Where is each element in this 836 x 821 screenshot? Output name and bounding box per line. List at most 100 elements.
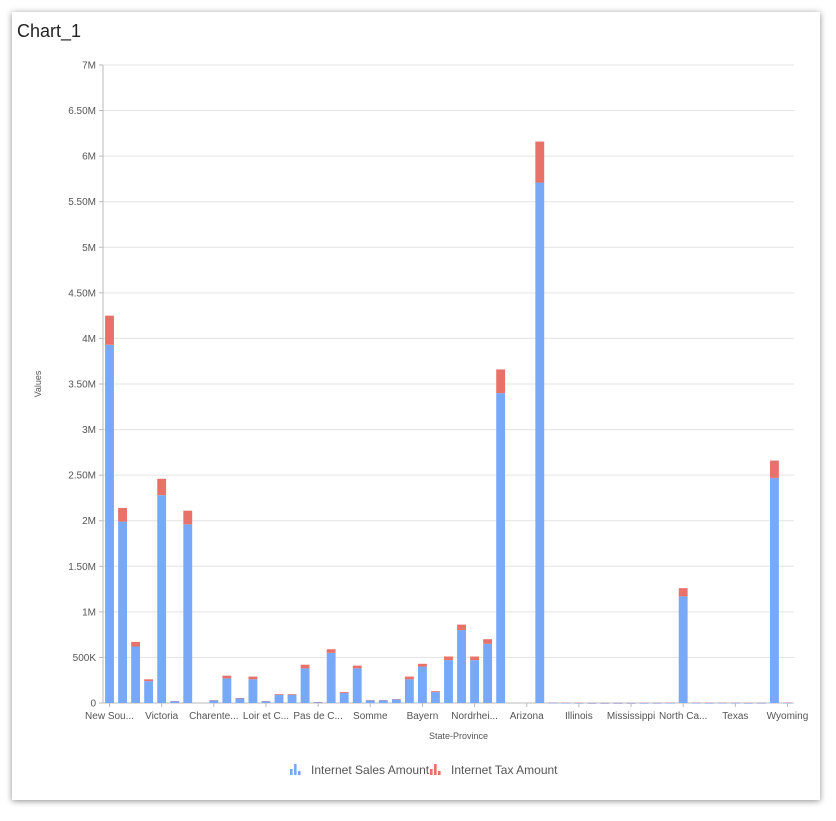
x-tick-label: North Ca... [659,711,707,722]
bar-internet-tax[interactable] [144,679,154,682]
bar-internet-sales[interactable] [235,698,245,703]
x-tick-label: Pas de C... [293,711,342,722]
bar-internet-tax[interactable] [274,694,284,695]
y-tick-label: 3.50M [68,380,96,391]
x-tick-label: New Sou... [85,711,134,722]
bar-internet-sales[interactable] [783,702,792,704]
bar-internet-sales[interactable] [144,681,154,703]
bar-internet-tax[interactable] [131,641,141,647]
bar-internet-tax[interactable] [105,315,114,345]
bar-internet-sales[interactable] [483,643,493,703]
y-tick-label: 5M [82,243,96,254]
bar-internet-sales[interactable] [417,666,427,703]
bar-internet-sales[interactable] [770,477,779,703]
x-tick-label: Texas [722,711,748,722]
bar-internet-sales[interactable] [496,393,506,703]
bar-internet-sales[interactable] [313,702,323,703]
bar-internet-tax[interactable] [457,624,466,631]
bar-internet-sales[interactable] [678,596,688,703]
bar-internet-sales[interactable] [391,699,401,703]
bar-internet-tax[interactable] [431,691,440,693]
legend-tax-icon [430,764,441,775]
bar-internet-tax[interactable] [339,692,349,693]
y-tick-label: 3M [82,425,96,436]
bar-internet-sales[interactable] [209,700,219,703]
bar-internet-sales[interactable] [691,702,701,704]
x-tick-label: Illinois [565,711,593,722]
bar-internet-tax[interactable] [352,665,362,669]
bar-internet-sales[interactable] [535,182,545,703]
bar-internet-sales[interactable] [704,702,714,704]
bar-internet-sales[interactable] [587,702,597,704]
bar-internet-tax[interactable] [770,460,779,478]
bar-internet-sales[interactable] [756,702,766,704]
bar-internet-tax[interactable] [222,675,232,679]
bar-internet-sales[interactable] [326,652,336,703]
bar-internet-sales[interactable] [157,495,167,703]
y-tick-label: 2.50M [68,471,96,482]
legend-item-internet-sales[interactable]: Internet Sales Amount [311,763,430,777]
chart-title: Chart_1 [17,21,82,41]
bar-internet-tax[interactable] [326,649,336,653]
bar-internet-tax[interactable] [183,510,193,525]
bar-internet-tax[interactable] [470,656,480,661]
bar-internet-tax[interactable] [678,588,688,597]
x-axis-title: State-Province [429,731,488,741]
bar-internet-tax[interactable] [404,676,414,680]
y-tick-label: 5.50M [68,197,96,208]
y-tick-label: 2M [82,516,96,527]
bar-internet-sales[interactable] [600,702,610,704]
bar-internet-sales[interactable] [183,524,193,703]
bar-internet-tax[interactable] [483,639,493,644]
x-tick-label: Victoria [145,711,179,722]
bar-internet-sales[interactable] [665,702,675,704]
legend-item-internet-tax[interactable]: Internet Tax Amount [451,763,558,777]
bar-internet-tax[interactable] [118,507,127,522]
bar-internet-sales[interactable] [548,702,558,704]
chart-svg: 0 500K 1M 1.50M 2M 2.50M 3M 3.50M 4M 4.50M 5M 5.50M… [33,61,808,778]
bar-internet-sales[interactable] [470,660,480,703]
x-tick-label: Nordrhei... [451,711,498,722]
bar-internet-sales[interactable] [131,646,141,703]
bar-internet-tax[interactable] [535,141,545,183]
bar-internet-sales[interactable] [378,700,388,703]
bar-internet-sales[interactable] [365,700,375,703]
bar-internet-sales[interactable] [352,668,362,703]
bar-internet-sales[interactable] [261,701,271,703]
bar-internet-sales[interactable] [170,701,180,703]
bar-internet-sales[interactable] [457,630,466,703]
bar-internet-sales[interactable] [274,694,284,703]
bar-internet-sales[interactable] [652,702,662,704]
bar-internet-tax[interactable] [287,694,297,695]
bar-internet-sales[interactable] [717,702,727,704]
bar-internet-sales[interactable] [431,692,440,703]
bar-internet-sales[interactable] [444,660,453,703]
bar-internet-sales[interactable] [404,679,414,703]
bar-internet-sales[interactable] [300,668,310,703]
y-tick-label: 7M [82,61,96,72]
bar-internet-tax[interactable] [496,369,506,394]
bar-internet-sales[interactable] [743,702,753,704]
bar-internet-sales[interactable] [248,679,258,703]
bar-internet-tax[interactable] [300,664,310,669]
x-tick-label: Arizona [510,711,544,722]
x-tick-label: Mississippi [607,711,655,722]
x-tick-label: Loir et C... [243,711,289,722]
bar-internet-sales[interactable] [339,692,349,703]
bar-internet-tax[interactable] [444,656,453,661]
bar-internet-tax[interactable] [417,663,427,667]
bar-internet-tax[interactable] [248,676,258,680]
bar-internet-sales[interactable] [639,702,649,704]
y-tick-label: 6M [82,152,96,163]
bar-internet-sales[interactable] [222,678,232,703]
bar-internet-sales[interactable] [105,344,114,703]
bar-internet-sales[interactable] [613,702,623,704]
y-tick-label: 4M [82,334,96,345]
x-tick-label: Somme [353,711,388,722]
y-tick-label: 0 [90,699,96,710]
bar-internet-sales[interactable] [287,694,297,703]
bar-internet-tax[interactable] [157,478,167,496]
bar-internet-sales[interactable] [561,702,571,704]
legend-sales-icon [290,764,301,775]
bar-internet-sales[interactable] [118,521,127,703]
